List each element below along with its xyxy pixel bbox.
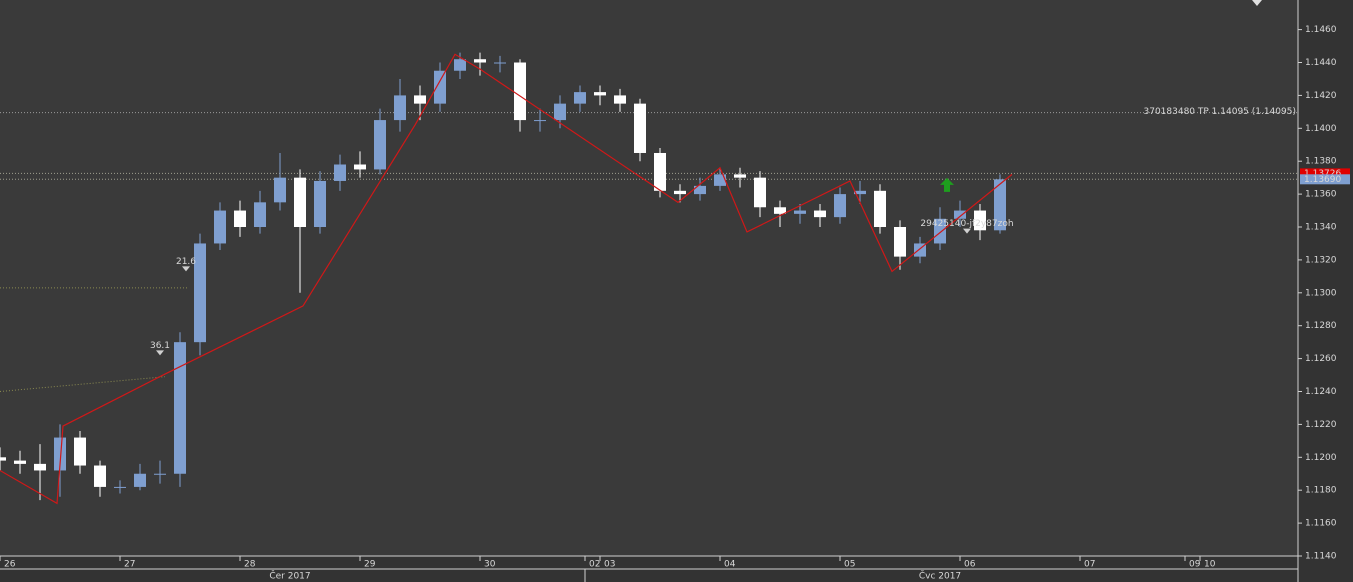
candle-body — [134, 473, 146, 487]
candle-body — [354, 164, 366, 170]
x-tick-label: 27 — [124, 560, 135, 570]
annotation-marker — [963, 228, 971, 234]
candle-body — [834, 194, 846, 218]
candle-body — [234, 210, 246, 228]
candle-body — [594, 92, 606, 96]
signal-arrow — [940, 177, 954, 192]
candle-body — [854, 190, 866, 195]
candle-body — [394, 95, 406, 121]
candle-body — [454, 59, 466, 71]
candle-body — [934, 218, 946, 244]
candle-body — [614, 95, 626, 104]
candle-body — [794, 210, 806, 214]
candle-body — [294, 177, 306, 228]
x-tick-label: 06 — [964, 560, 976, 570]
candle-body — [494, 62, 506, 64]
candle-body — [634, 103, 646, 153]
candle-body — [894, 227, 906, 257]
candle-body — [434, 70, 446, 104]
x-tick-label: 07 — [1084, 560, 1095, 570]
y-tick-label: 1.1260 — [1305, 354, 1337, 364]
x-tick-label: 04 — [724, 560, 736, 570]
scroll-marker — [1252, 0, 1262, 6]
candle-body — [774, 207, 786, 214]
y-tick-label: 1.1280 — [1305, 321, 1337, 331]
annotation-marker — [182, 266, 190, 272]
zigzag-line — [0, 53, 1013, 505]
x-tick-label: 28 — [244, 560, 256, 570]
price-tag — [1300, 174, 1350, 185]
candle-body — [214, 210, 226, 244]
candle-body — [194, 243, 206, 343]
candle-body — [534, 120, 546, 122]
candle-body — [74, 437, 86, 466]
candle-body — [574, 92, 586, 104]
annotation-label: 29425140-jf2y87zoh — [920, 219, 1013, 229]
price-tag-label: 1.13690 — [1304, 175, 1341, 185]
annotation-marker — [156, 350, 164, 356]
candle-body — [174, 342, 186, 474]
candle-body — [674, 190, 686, 195]
candle-body — [714, 174, 726, 186]
y-tick-label: 1.1140 — [1305, 552, 1337, 562]
x-tick-label: 05 — [844, 560, 855, 570]
month-label: Čer 2017 — [269, 570, 310, 582]
y-tick-label: 1.1340 — [1305, 223, 1337, 233]
price-tag — [1300, 168, 1350, 179]
annotation-label: 36.1 — [150, 341, 170, 351]
x-tick-label: 30 — [484, 560, 496, 570]
candle-body — [154, 473, 166, 475]
y-tick-label: 1.1460 — [1305, 25, 1337, 35]
candle-body — [994, 179, 1006, 231]
candle-body — [314, 180, 326, 228]
candle-body — [14, 460, 26, 464]
price-tag-label: 1.13726 — [1304, 169, 1341, 179]
y-tick-label: 1.1220 — [1305, 420, 1337, 430]
candle-body — [94, 465, 106, 487]
candle-body — [874, 190, 886, 228]
candle-body — [474, 59, 486, 63]
candle-body — [514, 62, 526, 121]
y-tick-label: 1.1240 — [1305, 387, 1337, 397]
candle-body — [554, 103, 566, 121]
candle-body — [694, 185, 706, 195]
y-tick-label: 1.1440 — [1305, 58, 1337, 68]
y-tick-label: 1.1400 — [1305, 124, 1337, 134]
candle-body — [654, 152, 666, 191]
x-tick-label: 03 — [604, 560, 615, 570]
candle-body — [954, 210, 966, 219]
candle-body — [414, 95, 426, 104]
candle-body — [974, 210, 986, 231]
x-tick-label: 09 — [1189, 560, 1201, 570]
y-tick-label: 1.1300 — [1305, 288, 1337, 298]
candle-body — [114, 486, 126, 488]
candle-body — [274, 177, 286, 203]
y-tick-label: 1.1380 — [1305, 157, 1337, 167]
candle-body — [254, 202, 266, 228]
candle-body — [814, 210, 826, 218]
candle-body — [754, 177, 766, 208]
y-tick-label: 1.1160 — [1305, 519, 1337, 529]
candle-body — [54, 437, 66, 471]
x-tick-label: 29 — [364, 560, 376, 570]
y-tick-label: 1.1180 — [1305, 486, 1337, 496]
candle-body — [374, 120, 386, 170]
y-tick-label: 1.1360 — [1305, 190, 1337, 200]
x-tick-label: 10 — [1204, 560, 1216, 570]
x-tick-label: 02 — [589, 560, 600, 570]
level-label: 370183480 TP 1.14095 (1.14095) — [1144, 107, 1297, 117]
candle-body — [334, 164, 346, 181]
y-tick-label: 1.1200 — [1305, 453, 1337, 463]
y-tick-label: 1.1320 — [1305, 255, 1337, 265]
x-tick-label: 26 — [4, 560, 16, 570]
month-label: Čvc 2017 — [919, 570, 961, 582]
candle-body — [34, 463, 46, 471]
y-tick-label: 1.1420 — [1305, 91, 1337, 101]
plot-area — [0, 0, 1298, 556]
candle-body — [734, 174, 746, 178]
annotation-label: 21.6 — [176, 257, 196, 267]
candle-body — [0, 457, 6, 461]
guide-line — [0, 376, 166, 393]
